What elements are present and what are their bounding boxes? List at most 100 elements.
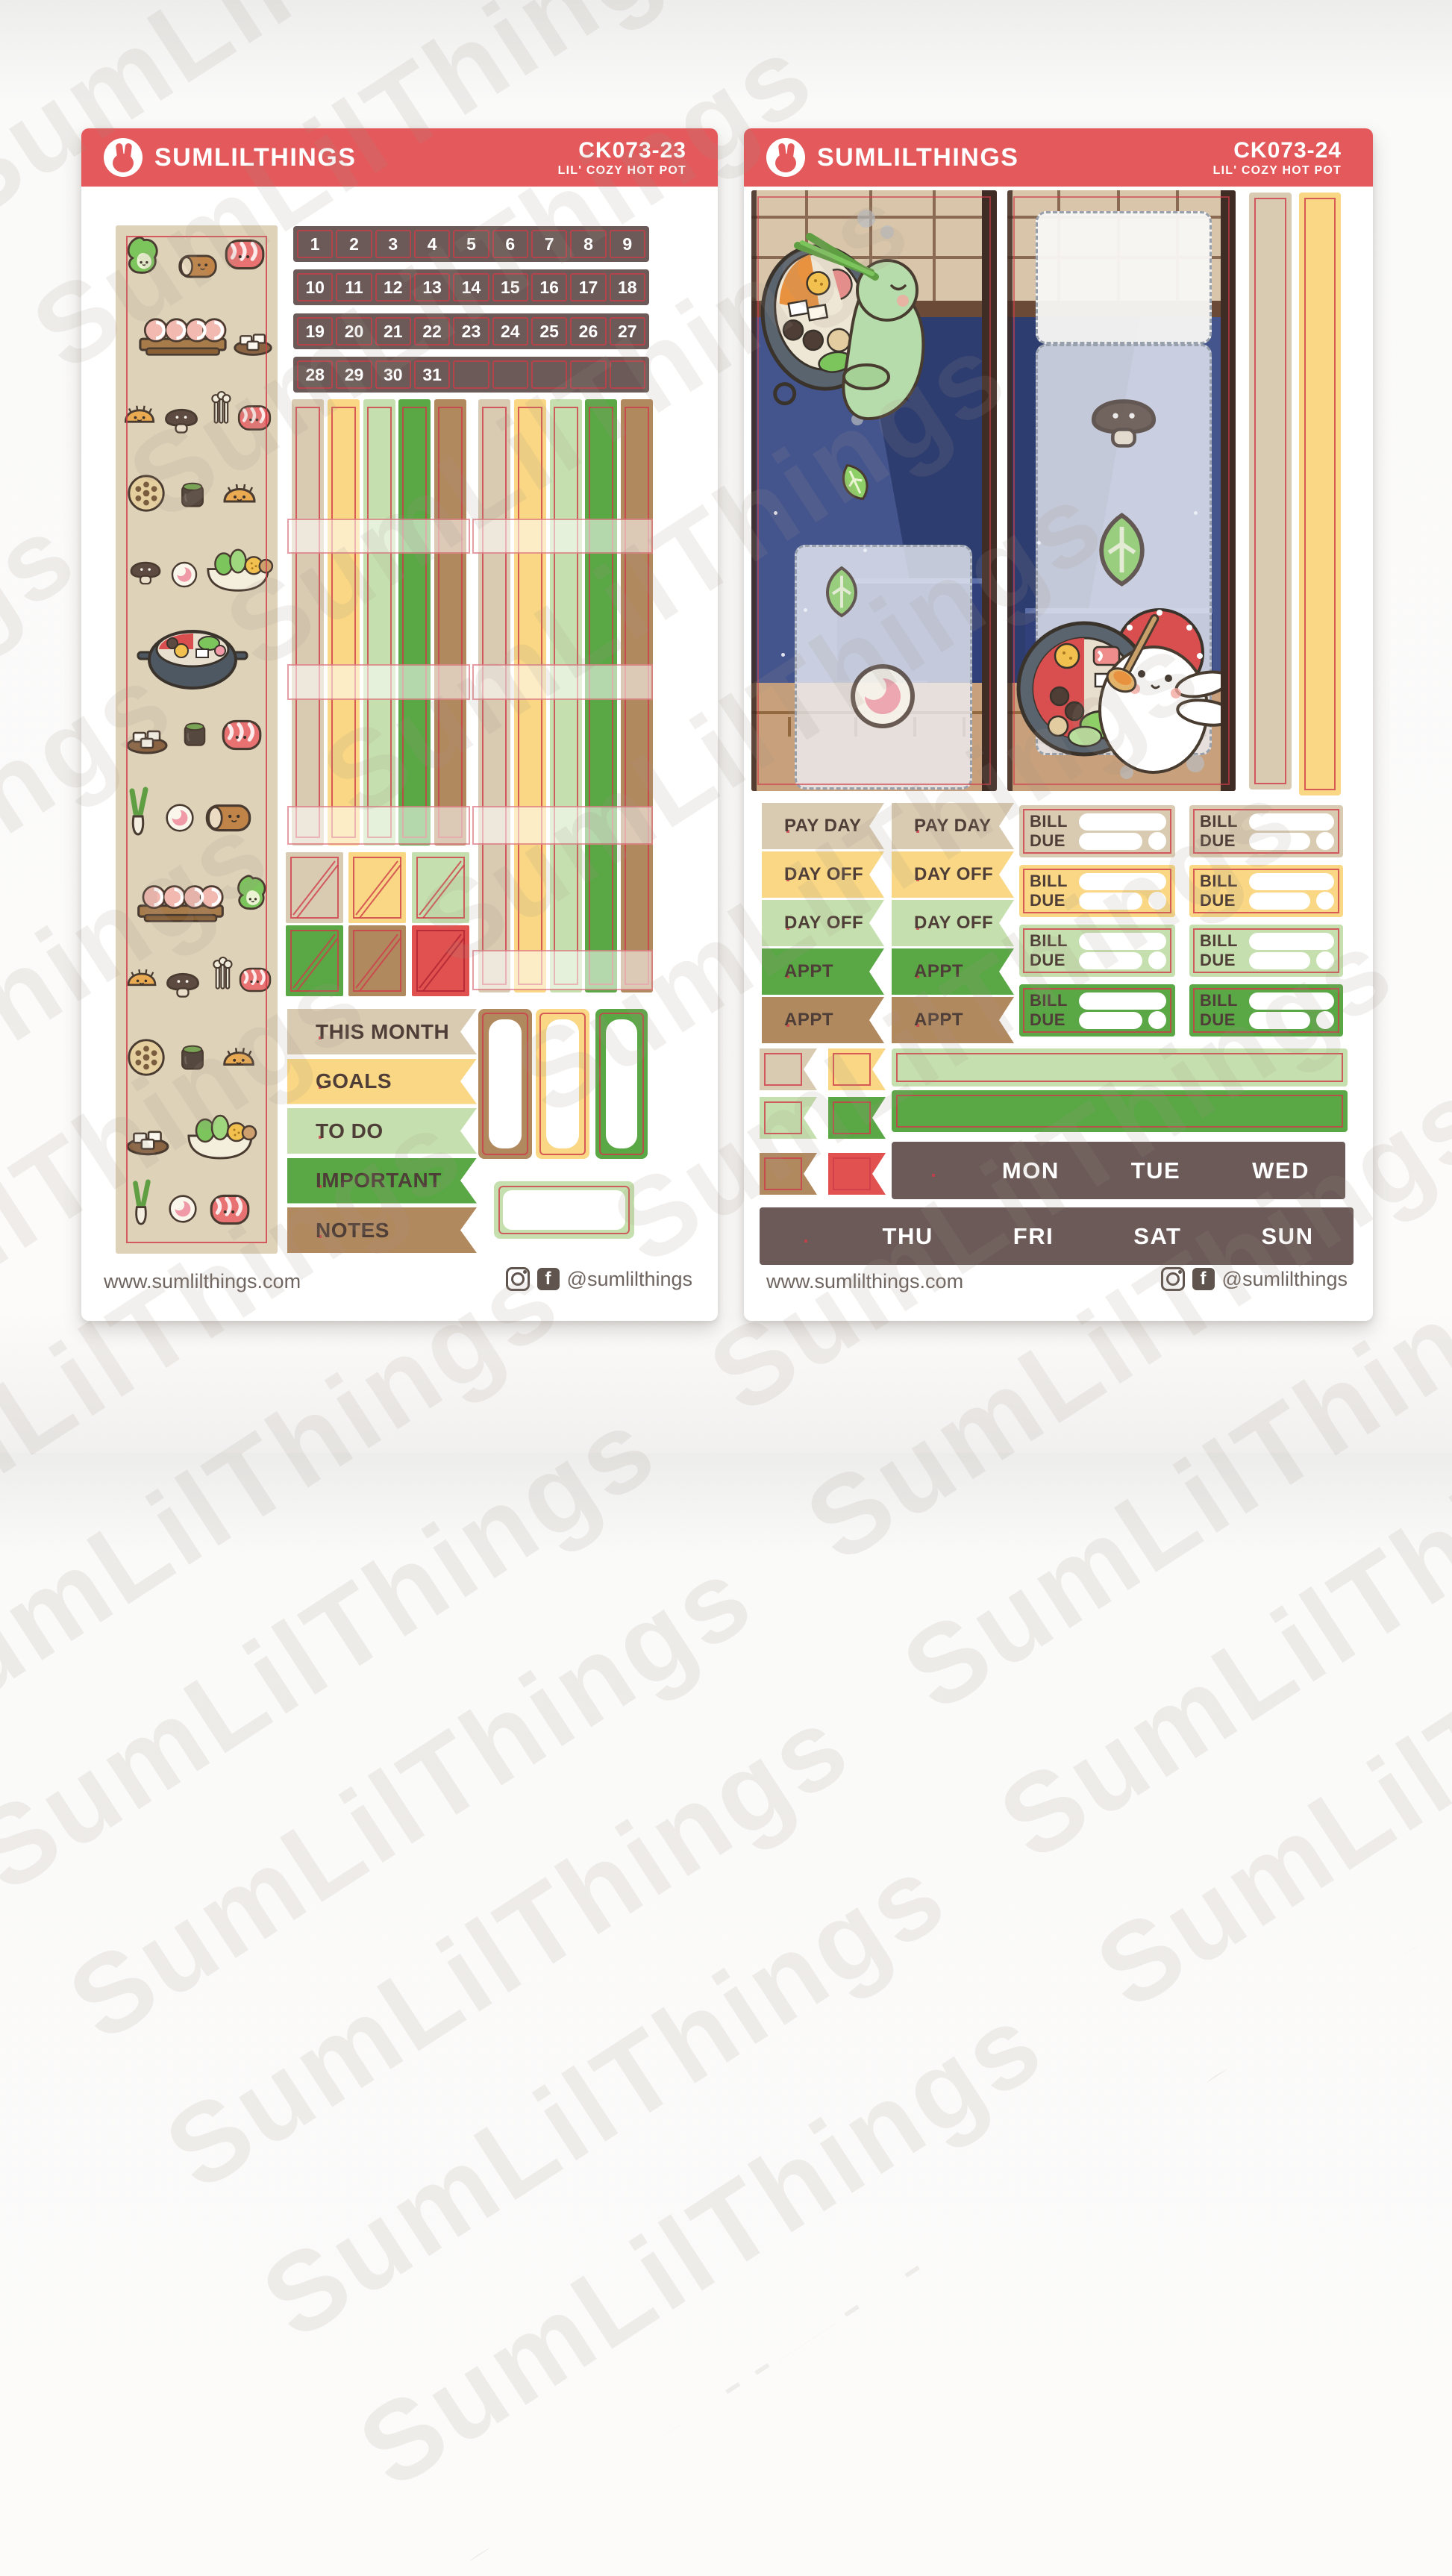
bill-label: BILL xyxy=(1030,931,1068,950)
date-row-3: 19 20 21 22 23 24 25 26 27 xyxy=(293,313,649,349)
section-flag: IMPORTANT xyxy=(287,1158,477,1204)
date-number: 22 xyxy=(413,317,451,346)
section-flag: TO DO xyxy=(287,1108,477,1154)
date-number: 24 xyxy=(492,317,528,346)
due-label: DUE xyxy=(1200,1010,1236,1029)
due-label: DUE xyxy=(1200,951,1236,969)
date-number: 10 xyxy=(297,273,334,301)
date-number: 29 xyxy=(336,360,372,389)
pennant-red xyxy=(828,1153,886,1195)
bunny-logo-icon xyxy=(104,138,143,177)
due-label: DUE xyxy=(1030,1010,1065,1029)
wide-box-ltgreen xyxy=(494,1181,634,1239)
strip-group-left xyxy=(292,399,466,845)
bill-label: BILL xyxy=(1200,812,1238,831)
date-number: 12 xyxy=(375,273,411,301)
corner-square-ltgreen xyxy=(412,852,469,923)
label-flag-text: DAY OFF xyxy=(914,864,994,884)
date-number: 2 xyxy=(336,230,372,258)
label-flag-text: DAY OFF xyxy=(914,913,994,933)
journal-card-translucent xyxy=(795,545,972,790)
due-label: DUE xyxy=(1030,831,1065,850)
sheet-subtitle: LIL' COZY HOT POT xyxy=(1212,163,1342,177)
brand-name: SUMLILTHINGS xyxy=(817,143,1019,172)
bill-due-box-tan: BILL DUE xyxy=(1189,805,1343,857)
date-number xyxy=(492,360,528,389)
weekly-cover-panel-1 xyxy=(751,190,997,791)
pennant-tan xyxy=(760,1048,817,1090)
social-block: f @sumlilthings xyxy=(1160,1267,1348,1291)
long-bar-ltgreen xyxy=(892,1048,1348,1087)
bill-label: BILL xyxy=(1030,812,1068,831)
section-flag: NOTES xyxy=(287,1207,477,1253)
sticker-sheet-right: SUMLILTHINGS CK073-24 LIL' COZY HOT POT xyxy=(744,128,1373,1321)
bill-label: BILL xyxy=(1200,931,1238,950)
date-number: 4 xyxy=(413,230,451,258)
label-flag-text: APPT xyxy=(784,961,834,981)
brand-block: SUMLILTHINGS xyxy=(766,138,1018,177)
corner-square-green xyxy=(286,925,343,996)
edge-strip-yellow xyxy=(1299,193,1341,795)
washi-strip-hotpot-foods xyxy=(116,225,278,1254)
label-flag: PAY DAY xyxy=(892,803,1014,849)
tall-box-yellow xyxy=(536,1009,589,1159)
date-number: 19 xyxy=(297,317,334,346)
section-flag-label: TO DO xyxy=(316,1119,384,1142)
strip-yellow xyxy=(328,399,360,845)
label-flag: APPT xyxy=(762,997,884,1043)
strip-green xyxy=(398,399,431,845)
bunny-hotpot-illustration xyxy=(1016,608,1231,779)
bill-label: BILL xyxy=(1200,991,1238,1010)
label-flag-text: DAY OFF xyxy=(784,913,864,933)
tall-box-brown xyxy=(478,1009,532,1159)
label-flag: DAY OFF xyxy=(762,900,884,946)
date-number: 31 xyxy=(413,360,451,389)
corner-square-tan xyxy=(286,852,343,923)
date-number: 18 xyxy=(609,273,645,301)
translucent-band xyxy=(472,664,653,700)
brand-block: SUMLILTHINGS xyxy=(104,138,356,177)
label-flag: DAY OFF xyxy=(762,851,884,898)
corner-square-brown xyxy=(348,925,406,996)
hotpot-foods-illustration xyxy=(124,236,274,1254)
translucent-band xyxy=(472,806,653,845)
translucent-band xyxy=(287,519,470,554)
weekday-label: TUE xyxy=(1130,1157,1181,1184)
date-number: 7 xyxy=(531,230,568,258)
label-flag: APPT xyxy=(762,948,884,995)
corner-square-yellow xyxy=(348,852,406,923)
date-row-2: 10 11 12 13 14 15 16 17 18 xyxy=(293,269,649,305)
date-number: 15 xyxy=(492,273,528,301)
cut-line xyxy=(804,1239,807,1242)
facebook-icon: f xyxy=(536,1268,560,1290)
sheet-code-block: CK073-24 LIL' COZY HOT POT xyxy=(1213,138,1342,178)
date-number xyxy=(531,360,568,389)
weekday-label: THU xyxy=(882,1222,933,1249)
label-flag: DAY OFF xyxy=(892,900,1014,946)
date-number: 21 xyxy=(375,317,411,346)
date-number xyxy=(609,360,645,389)
facebook-icon: f xyxy=(1192,1268,1215,1290)
translucent-band xyxy=(287,806,470,845)
sheet-code: CK073-23 xyxy=(578,137,686,163)
date-number: 13 xyxy=(413,273,451,301)
date-number: 16 xyxy=(531,273,568,301)
label-flag: PAY DAY xyxy=(762,803,884,849)
date-number: 23 xyxy=(453,317,489,346)
bill-due-box-yellow: BILL DUE xyxy=(1019,865,1175,917)
due-label: DUE xyxy=(1200,831,1236,850)
bill-due-box-green: BILL DUE xyxy=(1189,984,1343,1037)
strip-brown xyxy=(434,399,466,845)
weekday-bar-thu-sun: THU FRI SAT SUN xyxy=(760,1207,1354,1265)
section-flag: GOALS xyxy=(287,1059,477,1104)
label-flag-text: APPT xyxy=(784,1010,834,1030)
weekday-bar-mon-wed: MON TUE WED xyxy=(892,1142,1345,1199)
date-number xyxy=(570,360,607,389)
website-url: www.sumlilthings.com xyxy=(766,1270,964,1292)
date-number: 17 xyxy=(570,273,607,301)
pennant-green xyxy=(828,1097,886,1139)
section-flag: THIS MONTH xyxy=(287,1009,477,1054)
section-flag-label: NOTES xyxy=(316,1218,389,1242)
sheet-code: CK073-24 xyxy=(1233,137,1342,163)
